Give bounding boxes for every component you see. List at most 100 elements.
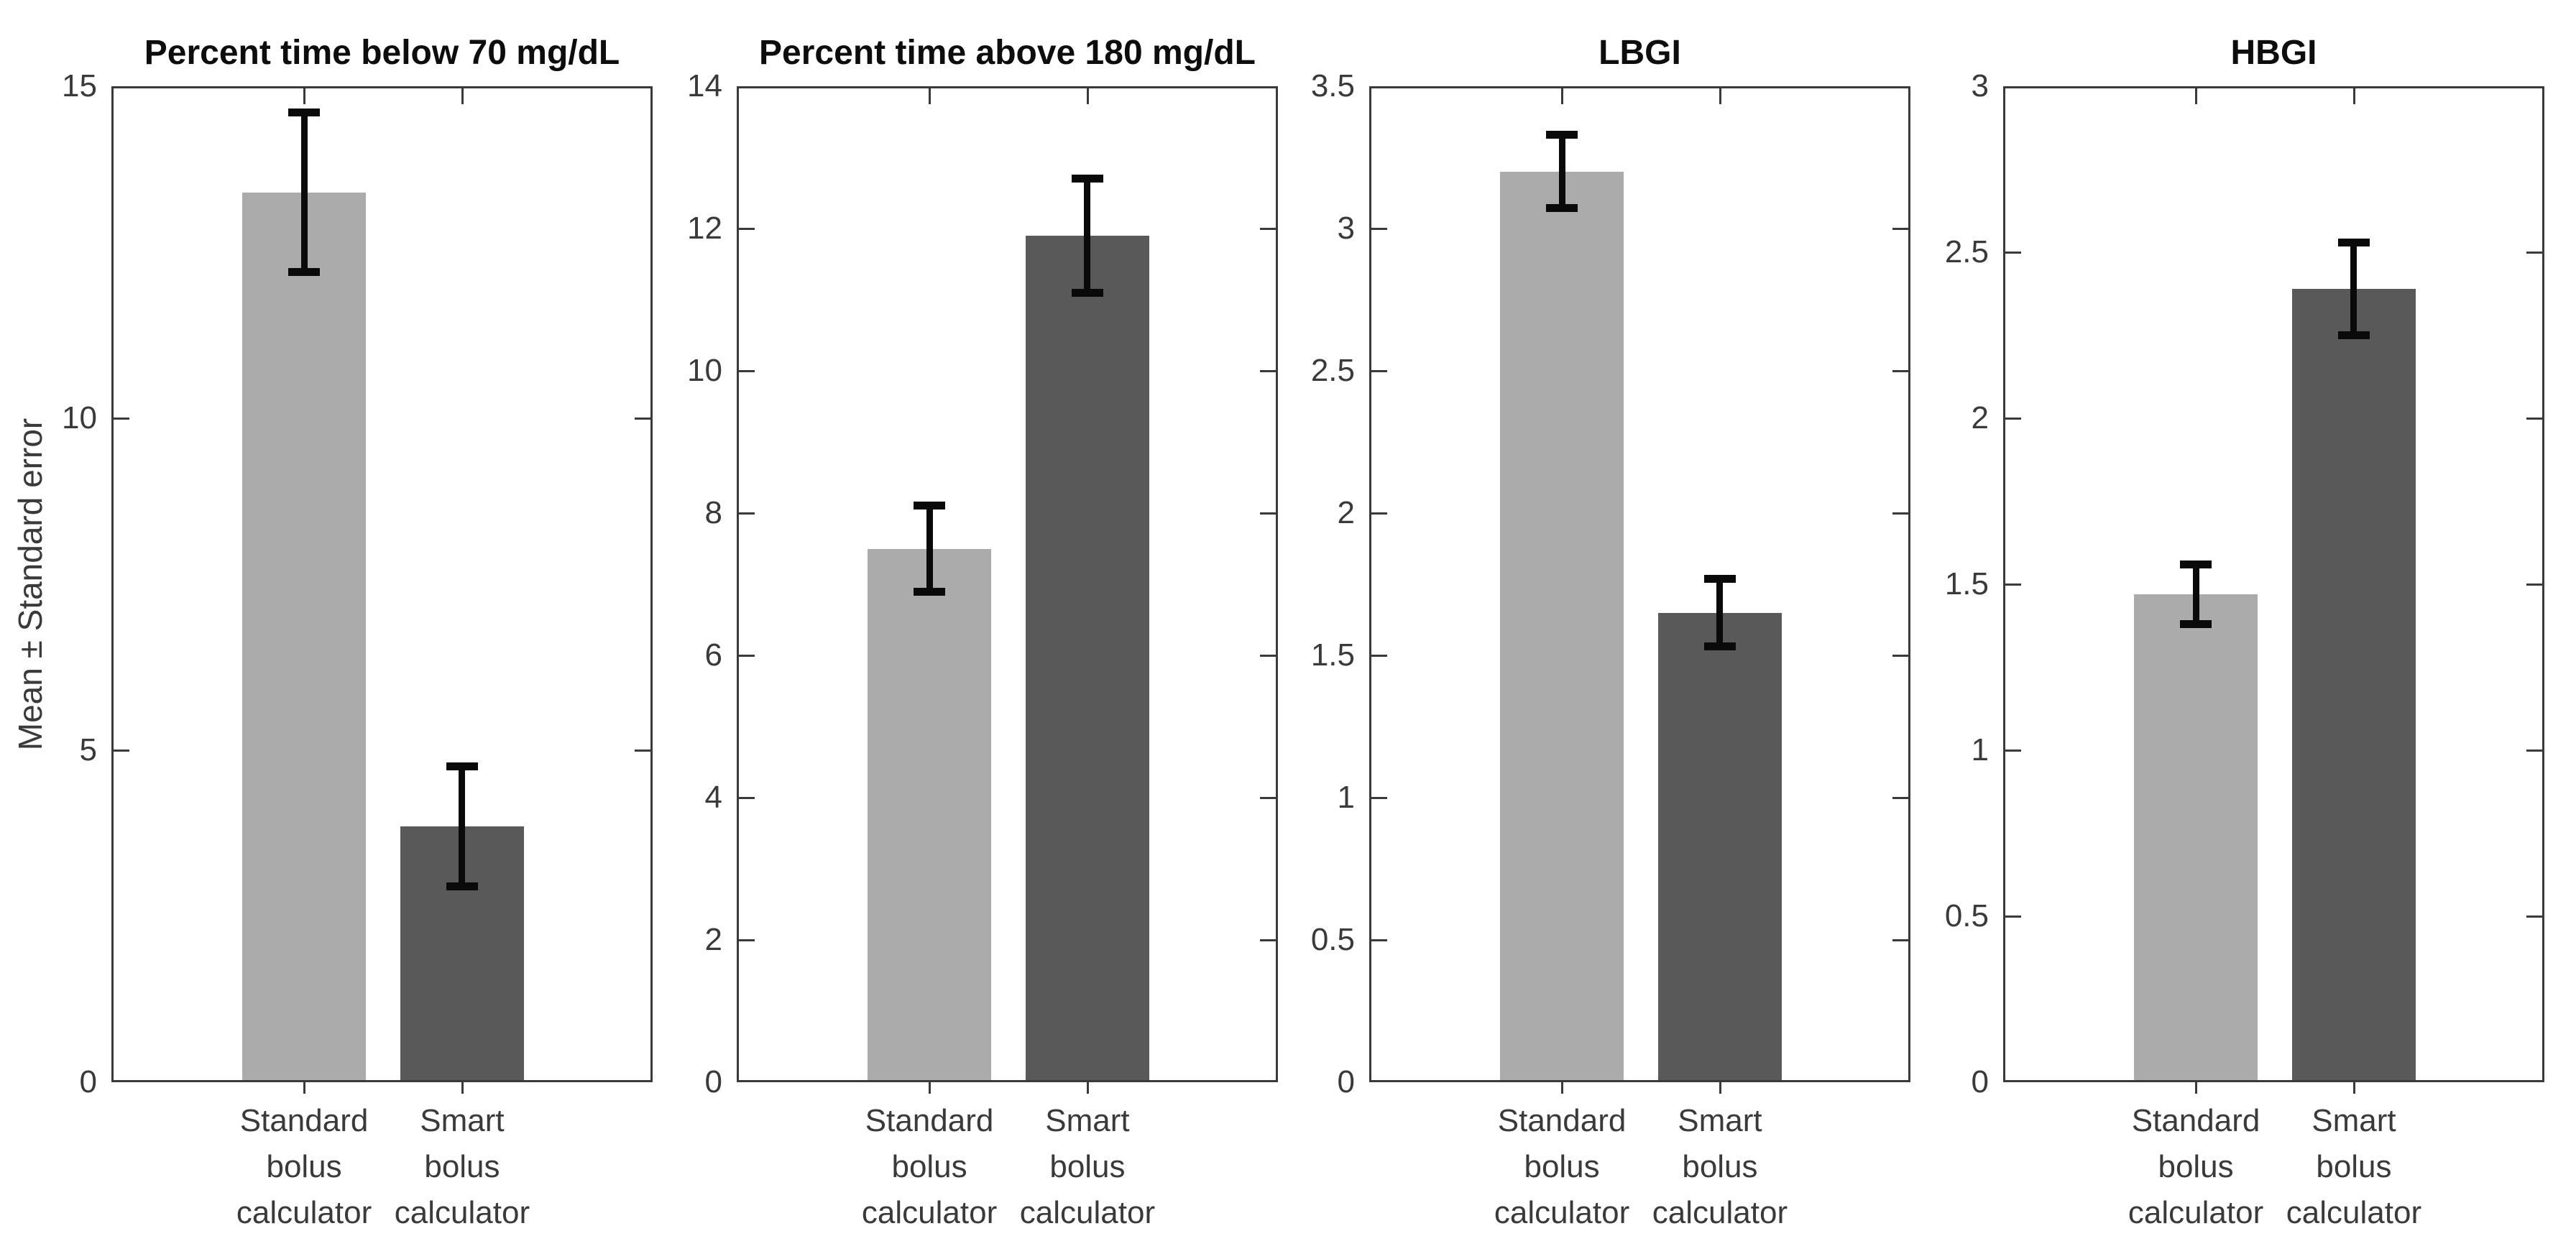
category-label-line: bolus [2316,1149,2392,1184]
x-tick-mark-top [2195,88,2198,104]
y-tick-label: 2.5 [1944,234,1989,269]
error-bar-cap-top [2180,560,2212,568]
y-tick-label: 3 [1971,68,1989,103]
error-bar-cap-bottom [2337,331,2370,340]
error-bar-cap-bottom [446,882,478,891]
y-tick-mark-right [635,418,650,420]
category-label-line: Standard [239,1103,369,1138]
y-tick-label: 3.5 [1310,68,1355,103]
y-tick-label: 0.5 [1944,898,1989,933]
x-tick-mark-top [303,88,306,104]
category-label-line: calculator [394,1195,530,1230]
chart-title: LBGI [1598,34,1681,72]
y-tick-mark-right [2526,418,2542,420]
y-tick-mark-right [1260,797,1276,799]
y-tick-mark [2005,584,2021,586]
x-tick-mark-top [929,88,932,104]
y-tick-mark-right [635,750,650,752]
x-tick-mark-top [2352,88,2355,104]
y-tick-label: 1.5 [1310,637,1355,673]
y-tick-label: 10 [687,353,722,388]
chart-title: Percent time above 180 mg/dL [759,34,1256,72]
y-tick-mark [739,370,755,372]
y-tick-mark [739,228,755,230]
chart-title: Percent time below 70 mg/dL [144,34,620,72]
y-tick-mark [739,512,755,515]
bar [242,192,367,1080]
plot-area [111,86,653,1082]
category-label-line: bolus [891,1149,967,1184]
plot-area [737,86,1278,1082]
y-tick-label: 0 [1971,1064,1989,1099]
y-tick-mark [739,797,755,799]
y-tick-mark [2005,916,2021,918]
y-tick-mark [1371,655,1387,657]
y-tick-mark [739,655,755,657]
y-tick-mark-right [1260,370,1276,372]
x-tick-mark-top [1561,88,1564,104]
y-tick-label: 2 [704,922,722,957]
category-label-line: bolus [1049,1149,1126,1184]
category-label: Smart bolus calculator [972,1098,1202,1236]
x-tick-mark [929,1082,932,1094]
category-label: Smart bolus calculator [1605,1098,1835,1236]
error-bar-cap-top [2337,238,2370,246]
y-tick-mark-right [1892,797,1908,799]
y-tick-mark-right [1892,939,1908,941]
error-bar-cap-bottom [914,587,946,596]
bar [1500,171,1624,1080]
error-bar [2192,561,2199,628]
y-tick-mark-right [2526,750,2542,752]
category-label: Smart bolus calculator [347,1098,577,1236]
y-tick-label: 1 [1971,732,1989,767]
error-bar-cap-bottom [2180,620,2212,629]
category-label: Smart bolus calculator [2239,1098,2469,1236]
error-bar-cap-bottom [288,268,321,277]
y-tick-mark-right [1892,655,1908,657]
error-bar-cap-top [914,502,946,510]
x-tick-mark-top [461,88,464,104]
y-tick-mark-right [1892,512,1908,515]
category-label-line: Smart [2312,1103,2396,1138]
y-tick-mark-right [1260,939,1276,941]
y-tick-mark [1371,797,1387,799]
y-tick-mark [114,750,129,752]
error-bar-cap-top [446,762,478,771]
y-tick-mark [1371,228,1387,230]
y-tick-mark-right [2526,252,2542,254]
x-tick-mark [461,1082,464,1094]
y-tick-label: 8 [704,495,722,530]
category-label-line: Smart [1678,1103,1762,1138]
error-bar [1084,175,1091,297]
category-label-line: Smart [1045,1103,1130,1138]
y-tick-mark-right [1260,512,1276,515]
error-bar-cap-bottom [1071,289,1103,298]
error-bar-cap-top [288,109,321,117]
category-label-line: Standard [1497,1103,1627,1138]
y-tick-mark-right [1892,370,1908,372]
y-tick-mark [2005,252,2021,254]
y-tick-label: 10 [62,400,97,435]
error-bar [1716,576,1724,650]
y-tick-mark-right [1892,228,1908,230]
y-tick-label: 15 [62,68,97,103]
y-tick-label: 6 [704,637,722,673]
y-tick-label: 14 [687,68,722,103]
category-label-line: bolus [424,1149,500,1184]
y-tick-label: 5 [79,732,97,767]
y-tick-mark [2005,750,2021,752]
error-bar [2350,239,2358,339]
y-tick-mark [1371,512,1387,515]
y-tick-label: 3 [1337,211,1355,246]
y-tick-mark-right [2526,916,2542,918]
category-label-line: calculator [2286,1195,2422,1230]
plot-area [1369,86,1910,1082]
error-bar-cap-top [1546,131,1578,139]
x-tick-mark [1561,1082,1564,1094]
error-bar-cap-bottom [1546,204,1578,213]
x-tick-mark-top [1086,88,1089,104]
category-label-line: calculator [1019,1195,1156,1230]
y-tick-label: 0.5 [1310,922,1355,957]
error-bar [300,109,308,276]
